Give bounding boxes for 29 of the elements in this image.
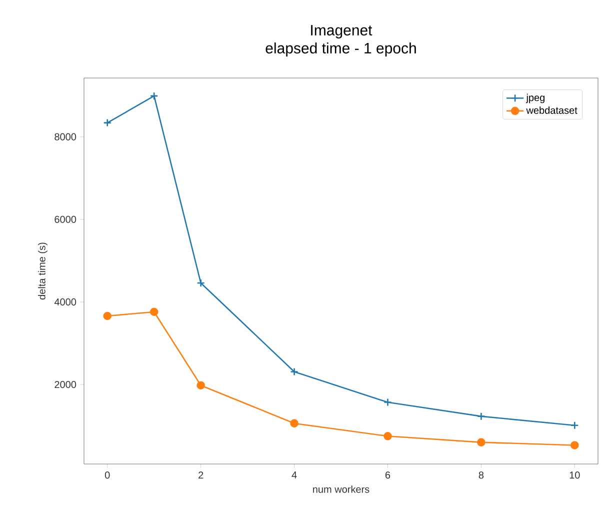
y-tick-label: 2000 <box>54 380 76 388</box>
legend-label: webdataset <box>526 106 578 114</box>
y-tick-label: 6000 <box>54 216 76 223</box>
point <box>570 441 579 450</box>
point <box>150 92 158 100</box>
point <box>384 432 392 440</box>
x-tick-label: 8 <box>478 472 484 479</box>
point <box>477 412 486 420</box>
y-tick-label: 8000 <box>54 133 76 140</box>
point <box>196 381 205 390</box>
x-tick-label: 0 <box>104 472 110 479</box>
point <box>570 421 579 430</box>
point <box>477 438 486 446</box>
x-tick-label: 6 <box>385 472 390 479</box>
point <box>290 419 298 428</box>
point <box>290 368 298 376</box>
point <box>384 398 392 406</box>
point <box>103 312 112 320</box>
x-tick-label: 10 <box>570 472 580 479</box>
x-tick-label: 2 <box>198 472 204 479</box>
y-tick-label: 4000 <box>54 298 76 306</box>
y-axis-title: delta time (s) <box>38 242 48 300</box>
chart-title: Imagenet elapsed time - 1 epoch <box>266 25 416 56</box>
point <box>103 118 112 127</box>
legend-label: jpeg <box>526 94 545 104</box>
point <box>150 308 158 316</box>
x-tick-label: 4 <box>292 472 297 478</box>
x-axis-title: num workers <box>313 485 370 493</box>
point <box>196 278 205 288</box>
